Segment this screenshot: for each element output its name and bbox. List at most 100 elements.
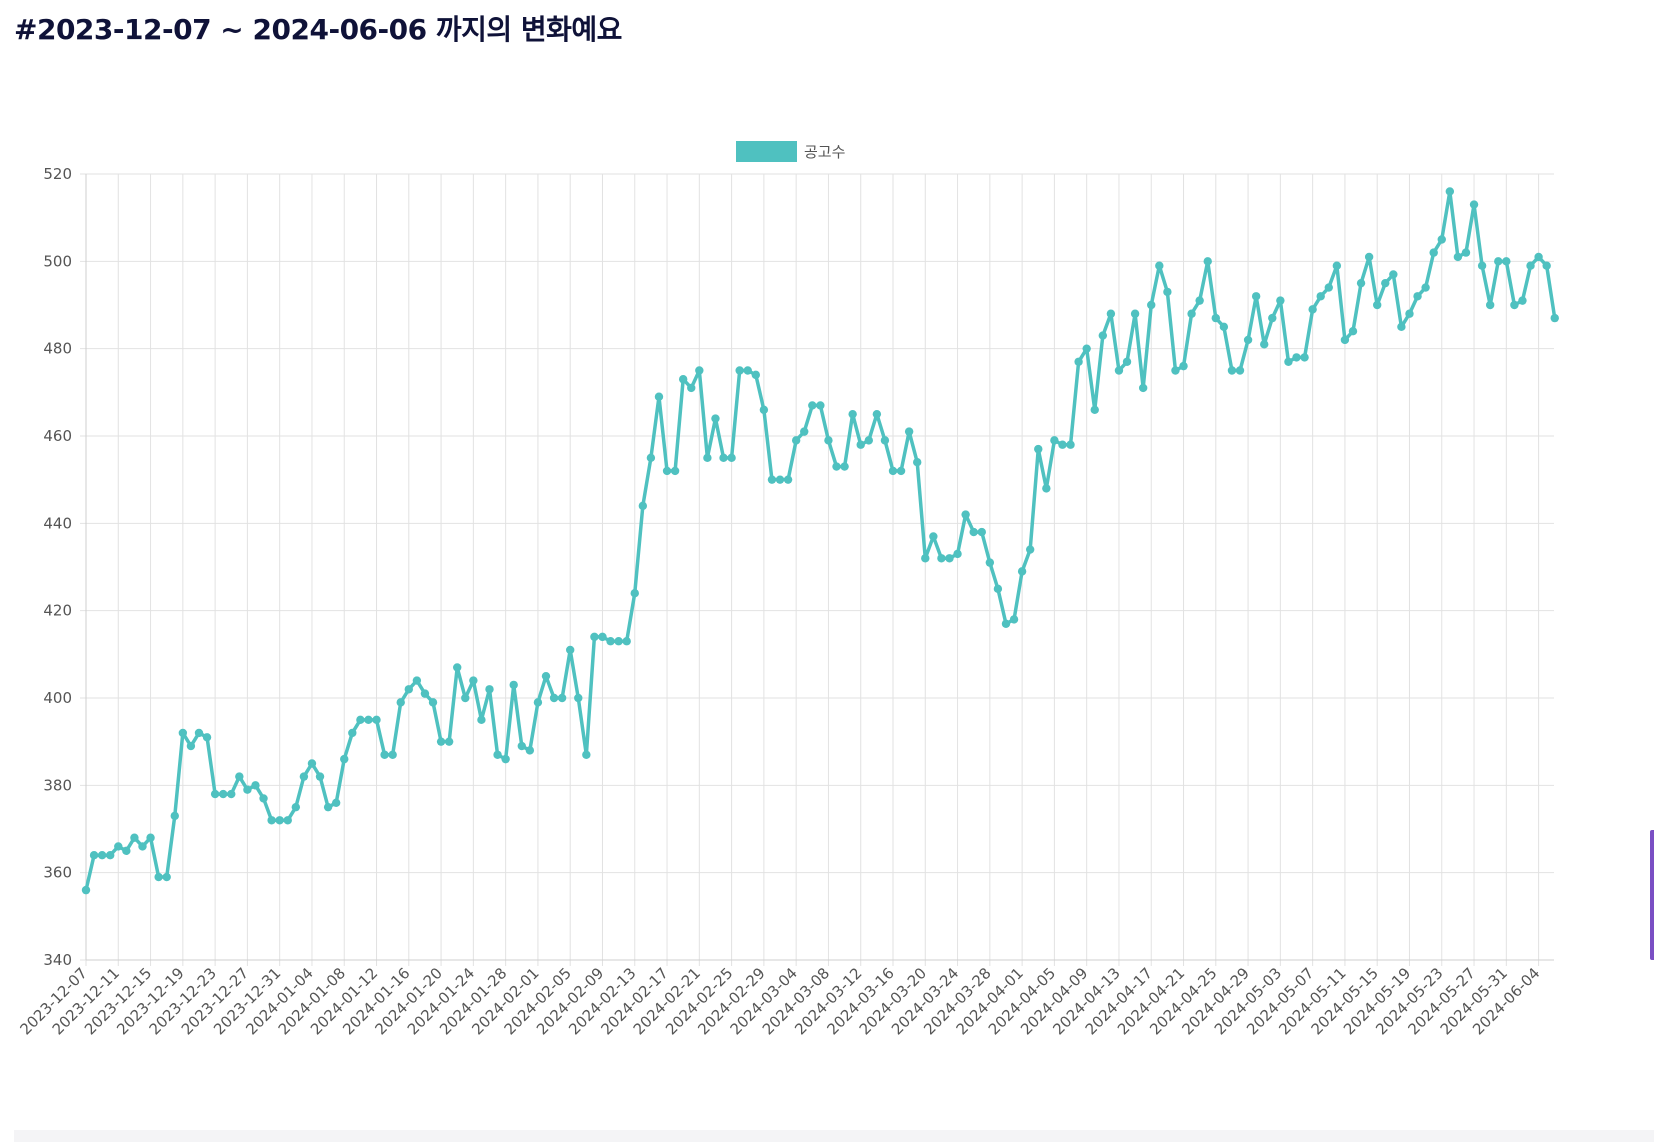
data-point[interactable] bbox=[186, 741, 196, 751]
data-point[interactable] bbox=[832, 462, 841, 471]
data-point[interactable] bbox=[1227, 366, 1237, 375]
data-point[interactable] bbox=[1550, 313, 1559, 323]
data-point[interactable] bbox=[856, 440, 865, 449]
data-point[interactable] bbox=[1187, 309, 1196, 318]
data-point[interactable] bbox=[1195, 296, 1204, 305]
data-point[interactable] bbox=[646, 453, 656, 463]
data-point[interactable] bbox=[89, 851, 99, 860]
data-point[interactable] bbox=[622, 637, 631, 646]
data-point[interactable] bbox=[412, 676, 422, 685]
data-point[interactable] bbox=[808, 401, 817, 410]
data-point[interactable] bbox=[315, 772, 325, 781]
data-point[interactable] bbox=[824, 436, 833, 445]
data-point[interactable] bbox=[880, 436, 890, 445]
data-point[interactable] bbox=[1300, 353, 1309, 362]
data-point[interactable] bbox=[1534, 252, 1543, 262]
data-point[interactable] bbox=[1469, 200, 1479, 209]
data-point[interactable] bbox=[896, 466, 906, 476]
data-point[interactable] bbox=[170, 811, 179, 821]
data-point[interactable] bbox=[291, 802, 301, 812]
data-point[interactable] bbox=[420, 689, 430, 698]
data-point[interactable] bbox=[929, 532, 938, 541]
data-point[interactable] bbox=[638, 501, 648, 511]
data-point[interactable] bbox=[751, 370, 761, 380]
data-point[interactable] bbox=[557, 693, 567, 703]
data-point[interactable] bbox=[678, 375, 688, 384]
data-point[interactable] bbox=[194, 728, 204, 738]
data-point[interactable] bbox=[783, 475, 793, 484]
data-point[interactable] bbox=[1147, 300, 1156, 310]
data-point[interactable] bbox=[517, 741, 526, 751]
data-point[interactable] bbox=[541, 671, 551, 681]
data-point[interactable] bbox=[1364, 252, 1374, 262]
data-point[interactable] bbox=[767, 475, 777, 484]
data-point[interactable] bbox=[323, 802, 333, 812]
data-point[interactable] bbox=[848, 409, 857, 419]
data-point[interactable] bbox=[436, 737, 446, 746]
data-point[interactable] bbox=[840, 462, 849, 471]
data-point[interactable] bbox=[1284, 357, 1293, 366]
data-point[interactable] bbox=[1017, 567, 1027, 576]
data-point[interactable] bbox=[1502, 257, 1511, 266]
data-point[interactable] bbox=[953, 549, 962, 559]
data-point[interactable] bbox=[202, 733, 212, 742]
data-point[interactable] bbox=[687, 383, 696, 393]
data-point[interactable] bbox=[154, 872, 163, 882]
data-point[interactable] bbox=[872, 409, 882, 419]
data-point[interactable] bbox=[340, 754, 349, 764]
data-point[interactable] bbox=[1050, 436, 1059, 445]
data-point[interactable] bbox=[606, 637, 615, 646]
data-point[interactable] bbox=[493, 750, 502, 759]
data-point[interactable] bbox=[662, 466, 672, 476]
data-point[interactable] bbox=[1276, 296, 1285, 305]
data-point[interactable] bbox=[1494, 257, 1503, 266]
data-point[interactable] bbox=[921, 554, 930, 563]
data-point[interactable] bbox=[1268, 313, 1277, 323]
data-point[interactable] bbox=[566, 645, 575, 655]
data-point[interactable] bbox=[1445, 187, 1455, 196]
data-point[interactable] bbox=[533, 698, 543, 707]
data-point[interactable] bbox=[1389, 270, 1398, 279]
chart-legend[interactable]: 공고수 bbox=[736, 141, 845, 162]
data-point[interactable] bbox=[1074, 357, 1083, 366]
data-point[interactable] bbox=[1114, 366, 1124, 375]
data-point[interactable] bbox=[218, 789, 228, 799]
data-point[interactable] bbox=[1381, 278, 1390, 288]
data-point[interactable] bbox=[372, 715, 381, 725]
data-point[interactable] bbox=[364, 715, 373, 725]
data-point[interactable] bbox=[654, 392, 664, 401]
data-point[interactable] bbox=[630, 589, 639, 598]
data-point[interactable] bbox=[1405, 309, 1414, 318]
data-point[interactable] bbox=[1453, 252, 1463, 262]
data-point[interactable] bbox=[549, 693, 559, 703]
data-point[interactable] bbox=[146, 833, 155, 842]
data-point[interactable] bbox=[775, 475, 785, 484]
data-point[interactable] bbox=[1203, 257, 1212, 266]
data-point[interactable] bbox=[428, 698, 438, 707]
data-point[interactable] bbox=[243, 785, 252, 794]
data-point[interactable] bbox=[743, 366, 752, 375]
data-point[interactable] bbox=[1251, 292, 1261, 301]
data-point[interactable] bbox=[888, 466, 898, 476]
data-point[interactable] bbox=[1219, 322, 1229, 332]
data-point[interactable] bbox=[348, 728, 357, 738]
data-point[interactable] bbox=[913, 458, 922, 467]
data-point[interactable] bbox=[469, 676, 478, 685]
data-point[interactable] bbox=[138, 842, 147, 851]
data-point[interactable] bbox=[259, 794, 268, 803]
data-point[interactable] bbox=[1316, 292, 1325, 301]
data-point[interactable] bbox=[1510, 300, 1519, 310]
data-point[interactable] bbox=[816, 401, 825, 410]
data-point[interactable] bbox=[1171, 366, 1180, 375]
data-point[interactable] bbox=[1042, 484, 1051, 493]
data-point[interactable] bbox=[791, 436, 801, 445]
data-point[interactable] bbox=[380, 750, 389, 759]
data-point[interactable] bbox=[1155, 261, 1164, 270]
data-point[interactable] bbox=[614, 637, 623, 646]
data-point[interactable] bbox=[590, 632, 599, 642]
data-point[interactable] bbox=[388, 750, 397, 759]
data-point[interactable] bbox=[1025, 545, 1035, 554]
data-point[interactable] bbox=[485, 685, 494, 694]
data-point[interactable] bbox=[501, 754, 510, 764]
data-point[interactable] bbox=[864, 436, 873, 445]
